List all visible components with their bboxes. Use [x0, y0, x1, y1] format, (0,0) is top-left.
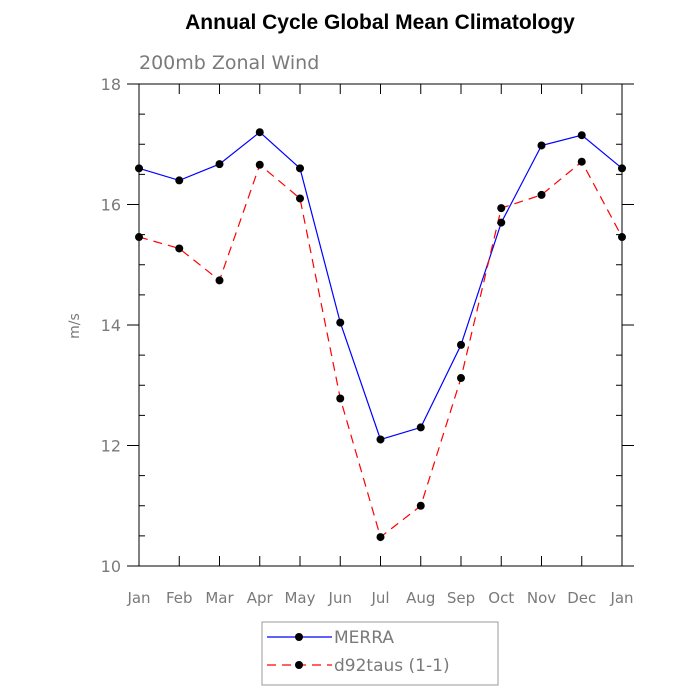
data-point-d92taus: [416, 501, 425, 510]
data-point-merra: [618, 164, 626, 173]
data-point-merra: [537, 141, 546, 150]
data-point-d92taus: [577, 157, 586, 166]
series-line-merra: [138, 131, 623, 441]
data-point-merra: [175, 176, 184, 185]
legend: MERRA d92taus (1-1): [261, 621, 499, 686]
data-point-d92taus: [255, 160, 264, 169]
data-point-merra: [416, 423, 425, 432]
y-tick-label: 12: [101, 437, 121, 456]
y-tick-label: 10: [101, 557, 121, 576]
y-tick-label: 18: [101, 75, 121, 94]
x-tick-label: Jan: [126, 589, 150, 607]
plot-area: Jan Feb Mar Apr May Jun Jul Aug Sep Oct Nov Dec Jan 1…: [101, 75, 634, 607]
data-point-merra: [296, 164, 304, 173]
x-tick-label: Jul: [370, 589, 389, 607]
legend-label-merra: MERRA: [334, 628, 394, 648]
data-point-d92taus: [296, 194, 304, 203]
x-tick-label: Mar: [205, 589, 234, 607]
data-point-d92taus: [215, 276, 224, 285]
data-point-merra: [336, 318, 345, 327]
x-tick-label: Jan: [609, 589, 633, 607]
y-tick-label: 14: [101, 316, 121, 335]
x-tick-label: Nov: [527, 589, 556, 607]
x-tick-label: Oct: [488, 589, 514, 607]
data-point-merra: [135, 164, 143, 173]
x-tick-label: Aug: [406, 589, 435, 607]
data-point-d92taus: [135, 233, 143, 242]
x-tick-label: Feb: [166, 589, 193, 607]
y-tick-label: 16: [101, 196, 121, 215]
data-point-merra: [215, 160, 224, 169]
chart-title: Annual Cycle Global Mean Climatology: [185, 11, 575, 34]
data-point-d92taus: [618, 233, 626, 242]
y-axis-title: m/s: [67, 313, 83, 339]
data-point-d92taus: [537, 190, 546, 199]
plot-frame: [138, 83, 623, 567]
series-line-d92taus: [138, 160, 623, 539]
legend-marker-d92taus: [295, 661, 303, 669]
data-point-d92taus: [376, 533, 385, 542]
x-tick-label: Apr: [247, 589, 274, 607]
data-point-merra: [255, 128, 264, 137]
legend-box: [261, 621, 499, 686]
legend-marker-merra: [295, 633, 303, 641]
data-point-d92taus: [175, 244, 184, 253]
x-tick-label: Sep: [447, 589, 475, 607]
data-point-merra: [577, 131, 586, 140]
data-point-d92taus: [457, 374, 465, 383]
data-point-merra: [457, 340, 465, 349]
x-tick-label: Jun: [328, 589, 352, 607]
data-point-d92taus: [497, 204, 506, 213]
x-tick-label: Dec: [567, 589, 596, 607]
data-point-merra: [376, 435, 385, 444]
data-point-d92taus: [336, 394, 345, 403]
legend-label-d92taus: d92taus (1-1): [334, 656, 450, 676]
data-point-merra: [497, 218, 506, 227]
chart-subtitle: 200mb Zonal Wind: [139, 52, 319, 74]
x-tick-label: May: [284, 589, 315, 607]
